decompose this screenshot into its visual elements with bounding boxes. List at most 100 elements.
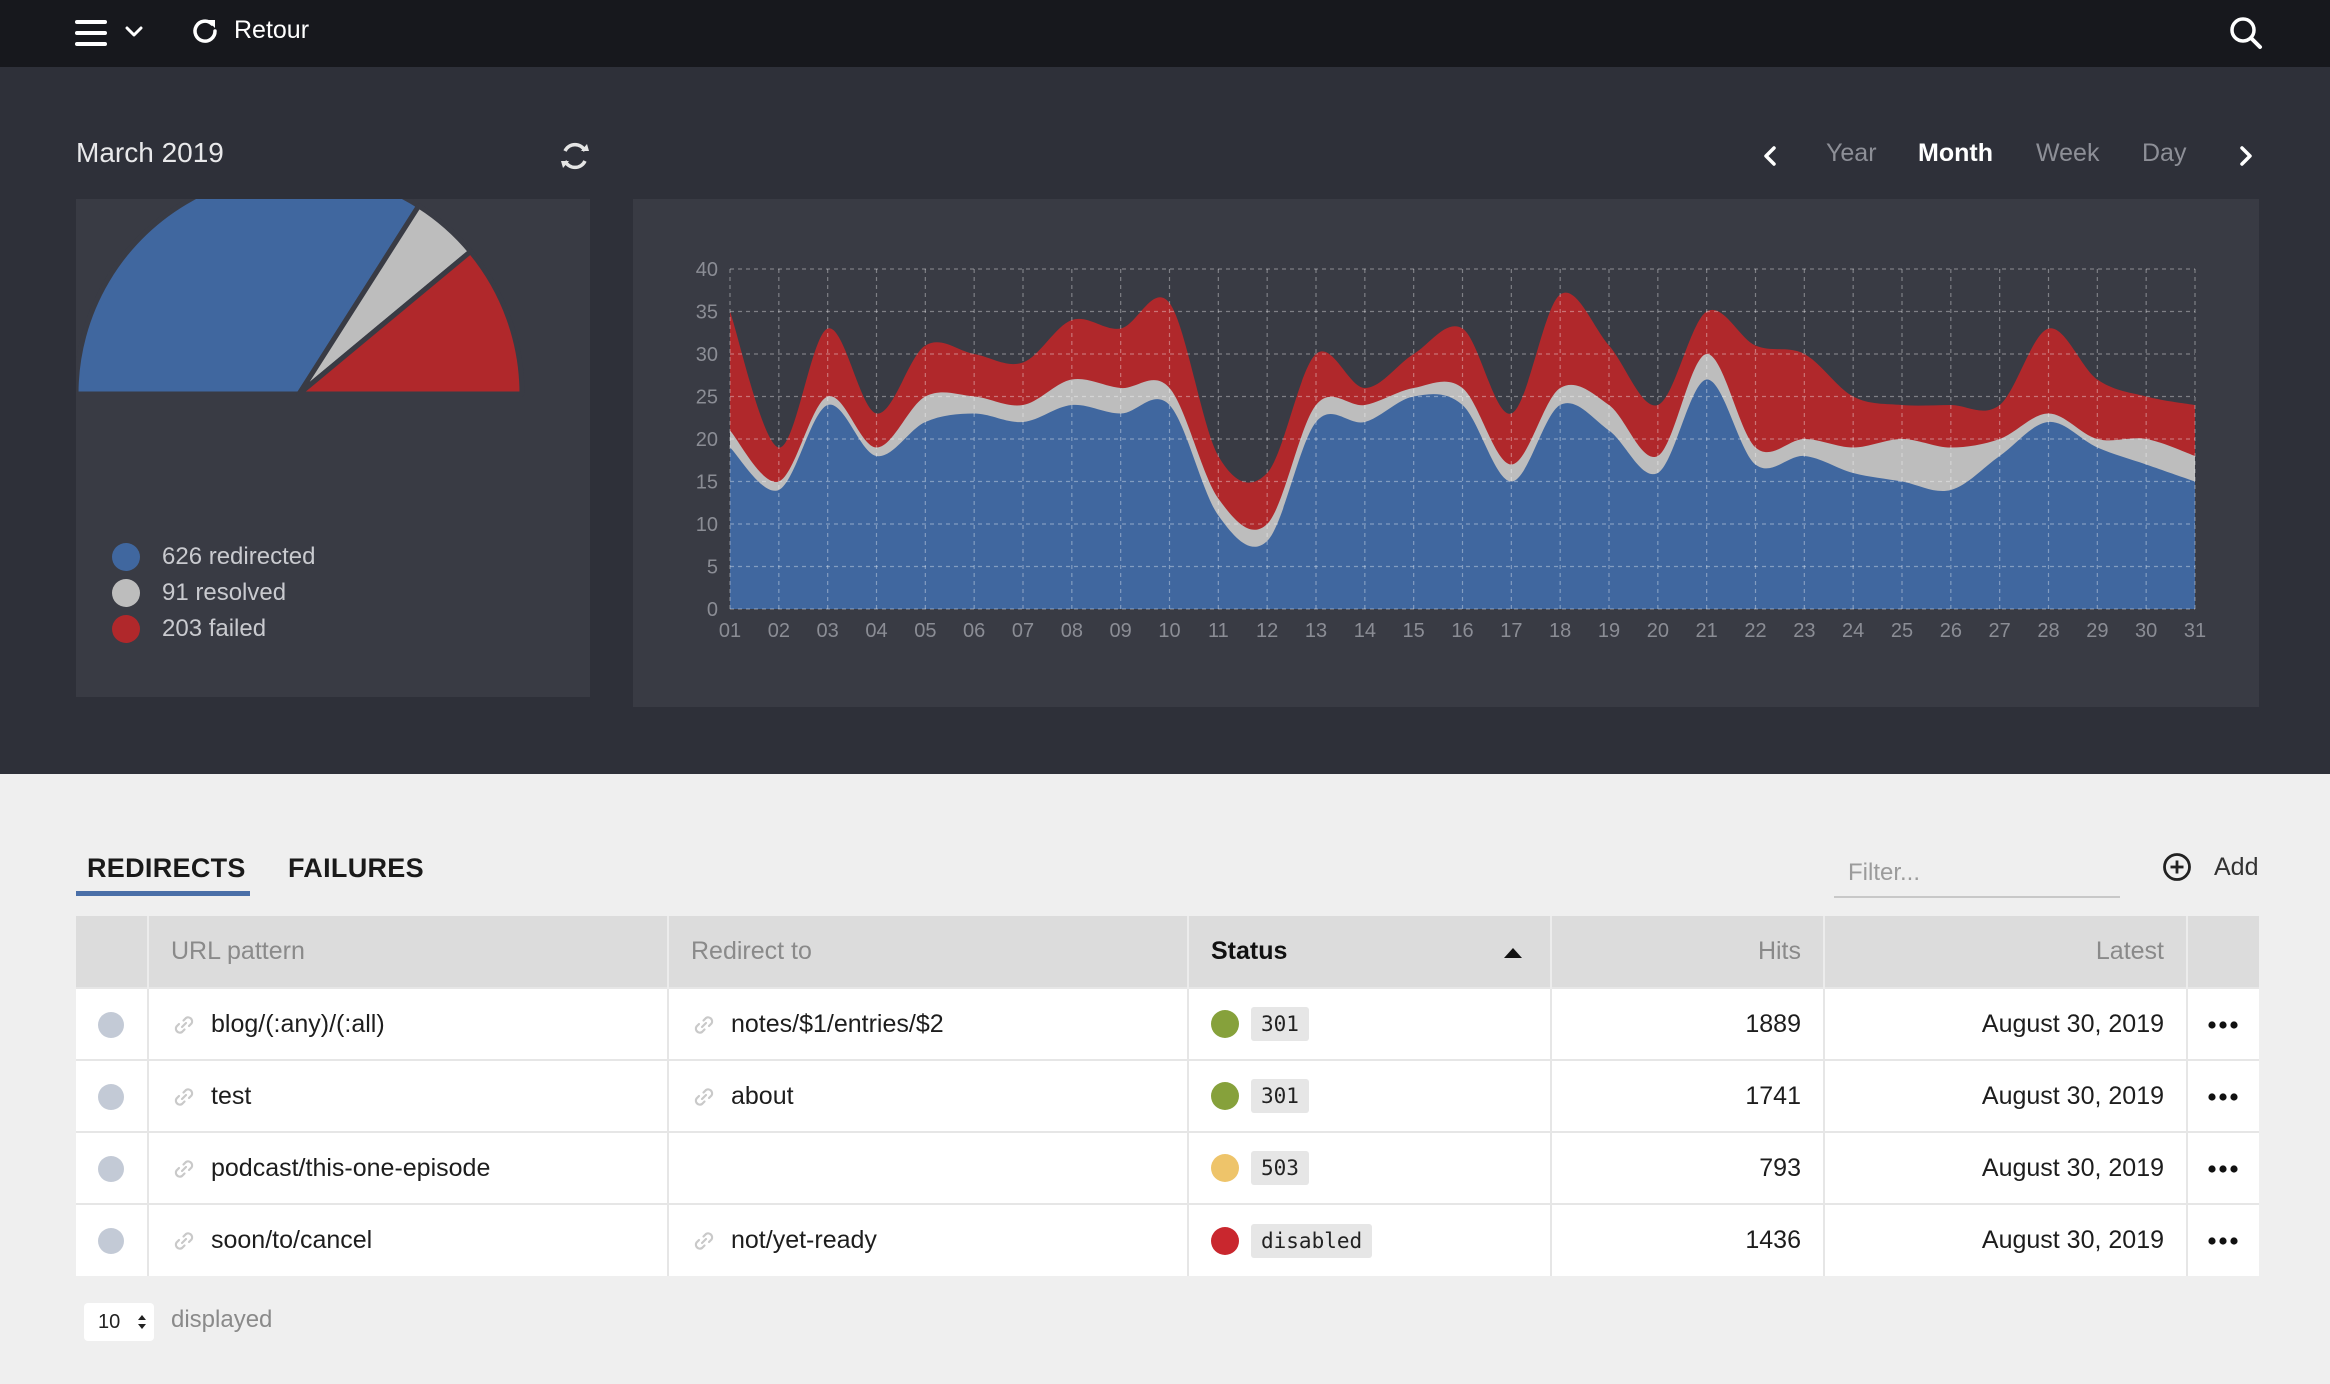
x-tick-label: 30 xyxy=(2135,620,2157,642)
legend-dot xyxy=(112,579,140,607)
column-header-url-pattern[interactable]: URL pattern xyxy=(148,916,669,988)
row-select-cell[interactable] xyxy=(76,987,149,1060)
row-select-cell[interactable] xyxy=(76,1131,149,1204)
redirect-to-cell[interactable]: notes/$1/entries/$2 xyxy=(668,987,1189,1060)
tab-redirects[interactable]: REDIRECTS xyxy=(87,853,246,883)
x-tick-label: 15 xyxy=(1403,620,1425,642)
x-tick-label: 10 xyxy=(1158,620,1180,642)
menu-icon[interactable] xyxy=(75,20,107,46)
redirect-to-text: notes/$1/entries/$2 xyxy=(731,1009,944,1038)
hits-cell: 793 xyxy=(1551,1131,1825,1204)
row-select-toggle[interactable] xyxy=(98,1155,124,1182)
pie-slice-redirected xyxy=(76,199,422,397)
options-cell[interactable] xyxy=(2187,1203,2259,1276)
url-pattern-cell[interactable]: podcast/this-one-episode xyxy=(148,1131,669,1204)
redirect-to-cell[interactable]: not/yet-ready xyxy=(668,1203,1189,1276)
x-tick-label: 03 xyxy=(817,620,839,642)
x-tick-label: 01 xyxy=(719,620,741,642)
table-row[interactable]: soon/to/cancel not/yet-ready disabled 1436 A… xyxy=(76,1203,2259,1276)
app-title[interactable]: Retour xyxy=(234,16,310,44)
tab-failures[interactable]: FAILURES xyxy=(288,853,424,883)
status-cell[interactable]: 503 xyxy=(1188,1131,1552,1204)
period-title: March 2019 xyxy=(76,137,224,168)
chevron-down-icon[interactable] xyxy=(124,22,144,42)
x-tick-label: 22 xyxy=(1744,620,1766,642)
column-header-status[interactable]: Status xyxy=(1188,916,1552,988)
column-header-hits[interactable]: Hits xyxy=(1551,916,1825,988)
top-bar: Retour xyxy=(0,0,2330,67)
x-tick-label: 08 xyxy=(1061,620,1083,642)
chevron-right-icon[interactable] xyxy=(2234,141,2258,171)
table-row[interactable]: test about 301 1741 August 30, 2019 xyxy=(76,1059,2259,1132)
x-tick-label: 24 xyxy=(1842,620,1864,642)
view-day-tab[interactable]: Day xyxy=(2142,139,2187,167)
view-year-tab[interactable]: Year xyxy=(1826,139,1877,167)
table-row[interactable]: podcast/this-one-episode 503 793 August 30,… xyxy=(76,1131,2259,1204)
column-header-redirect-to[interactable]: Redirect to xyxy=(668,916,1189,988)
status-indicator xyxy=(1211,1010,1239,1038)
x-tick-label: 11 xyxy=(1208,620,1229,642)
limit-value: 10 xyxy=(98,1310,121,1333)
x-tick-label: 19 xyxy=(1598,620,1620,642)
y-tick-label: 15 xyxy=(696,472,718,494)
legend-dot xyxy=(112,615,140,643)
link-icon xyxy=(694,1016,714,1034)
redirect-to-cell[interactable] xyxy=(668,1131,1189,1204)
x-tick-label: 16 xyxy=(1451,620,1473,642)
redirect-to-text: not/yet-ready xyxy=(731,1226,877,1254)
select-arrows-icon xyxy=(138,1315,146,1329)
add-button[interactable]: Add xyxy=(2162,852,2258,882)
x-tick-label: 23 xyxy=(1793,620,1815,642)
y-tick-label: 30 xyxy=(696,344,718,366)
sort-ascending-icon xyxy=(1504,948,1522,958)
pie-legend: 626 redirected 91 resolved 203 failed xyxy=(112,539,315,647)
status-cell[interactable]: 301 xyxy=(1188,1059,1552,1132)
filter-input[interactable] xyxy=(1834,850,2120,898)
url-pattern-text: soon/to/cancel xyxy=(211,1226,373,1254)
legend-item-failed: 203 failed xyxy=(112,611,315,647)
x-tick-label: 13 xyxy=(1305,620,1327,642)
hits-cell: 1436 xyxy=(1551,1203,1825,1276)
row-select-toggle[interactable] xyxy=(98,1083,124,1110)
row-select-cell[interactable] xyxy=(76,1203,149,1276)
more-options-icon xyxy=(2208,1165,2238,1173)
limit-select[interactable]: 10 xyxy=(84,1303,154,1341)
retour-logo-icon xyxy=(193,19,217,43)
row-select-toggle[interactable] xyxy=(98,1011,124,1038)
search-icon[interactable] xyxy=(2228,15,2264,51)
url-pattern-cell[interactable]: soon/to/cancel xyxy=(148,1203,669,1276)
column-header-latest[interactable]: Latest xyxy=(1824,916,2188,988)
options-cell[interactable] xyxy=(2187,1131,2259,1204)
x-tick-label: 20 xyxy=(1647,620,1669,642)
status-cell[interactable]: disabled xyxy=(1188,1203,1552,1276)
area-series-redirected xyxy=(730,379,2195,609)
x-tick-label: 26 xyxy=(1940,620,1962,642)
options-cell[interactable] xyxy=(2187,987,2259,1060)
view-month-tab[interactable]: Month xyxy=(1918,139,1993,167)
refresh-icon[interactable] xyxy=(558,139,592,173)
url-pattern-cell[interactable]: blog/(:any)/(:all) xyxy=(148,987,669,1060)
pie-chart xyxy=(76,199,525,397)
redirect-to-cell[interactable]: about xyxy=(668,1059,1189,1132)
link-icon xyxy=(174,1088,194,1106)
displayed-label: displayed xyxy=(171,1306,273,1333)
more-options-icon xyxy=(2208,1237,2238,1245)
x-tick-label: 27 xyxy=(1989,620,2011,642)
table-row[interactable]: blog/(:any)/(:all) notes/$1/entries/$2 301… xyxy=(76,987,2259,1060)
x-tick-label: 06 xyxy=(963,620,985,642)
url-pattern-cell[interactable]: test xyxy=(148,1059,669,1132)
row-select-toggle[interactable] xyxy=(98,1228,124,1255)
x-tick-label: 02 xyxy=(768,620,790,642)
column-header-status-label: Status xyxy=(1211,937,1288,965)
options-cell[interactable] xyxy=(2187,1059,2259,1132)
add-circle-icon xyxy=(2163,853,2191,881)
view-week-tab[interactable]: Week xyxy=(2036,139,2100,167)
x-tick-label: 05 xyxy=(914,620,936,642)
status-cell[interactable]: 301 xyxy=(1188,987,1552,1060)
status-indicator xyxy=(1211,1154,1239,1182)
chevron-left-icon[interactable] xyxy=(1758,141,1782,171)
status-indicator xyxy=(1211,1226,1239,1255)
row-select-cell[interactable] xyxy=(76,1059,149,1132)
url-pattern-text: test xyxy=(211,1081,252,1110)
y-tick-label: 10 xyxy=(696,514,718,536)
